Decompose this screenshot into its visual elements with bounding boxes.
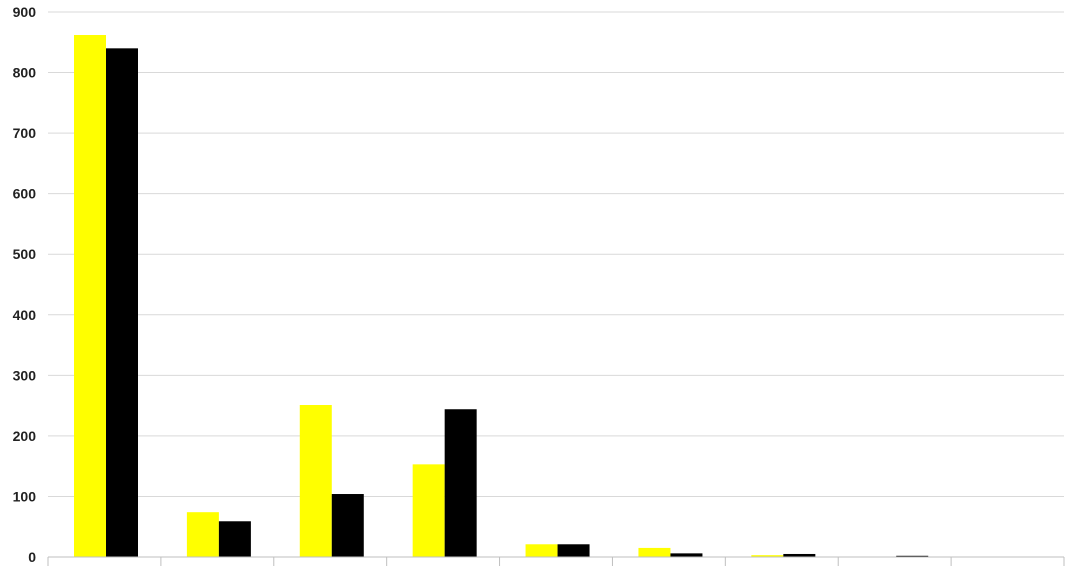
bars xyxy=(74,35,929,558)
bar-series-2-3 xyxy=(444,409,477,557)
y-axis-tick-labels: 0 100 200 300 400 500 600 700 800 900 xyxy=(13,4,37,565)
x-tick-label: Na xyxy=(773,563,791,566)
bar-series-2-0 xyxy=(106,48,138,557)
y-tick-label: 400 xyxy=(13,307,37,323)
bar-series-2-7 xyxy=(896,555,929,557)
y-tick-label: 200 xyxy=(13,428,37,444)
bar-series-1-2 xyxy=(299,405,332,557)
x-tick-label: Ida xyxy=(320,563,340,566)
y-tick-label: 300 xyxy=(13,367,37,383)
bar-series-2-2 xyxy=(331,494,364,557)
y-tick-label: 800 xyxy=(13,65,37,81)
bar-series-2-1 xyxy=(218,521,251,557)
bar-series-1-3 xyxy=(412,464,445,557)
y-tick-label: 0 xyxy=(28,549,36,565)
x-tick-label: Ana xyxy=(204,563,231,566)
bar-series-1-0 xyxy=(74,35,106,558)
y-tick-label: 700 xyxy=(13,125,37,141)
bar-series-1-6 xyxy=(751,555,784,557)
gridlines xyxy=(48,11,1064,558)
bar-series-1-4 xyxy=(525,544,558,557)
x-tick-label: Anil/Ma xyxy=(80,563,130,566)
x-tick-label: Sa xyxy=(660,563,677,566)
bar-series-1-1 xyxy=(186,512,219,557)
y-tick-label: 100 xyxy=(13,488,37,504)
y-tick-label: 500 xyxy=(13,246,37,262)
bar-series-1-5 xyxy=(638,547,671,557)
y-tick-label: 600 xyxy=(13,186,37,202)
bar-series-2-5 xyxy=(670,553,703,557)
x-tick-label: Da xyxy=(886,563,904,566)
x-tick-label: Sa xyxy=(547,563,564,566)
x-tick-label: Ar xyxy=(435,563,451,566)
x-axis: Anil/Ma Ana Ida Ar Sa Sa Na Da P5EN xyxy=(47,556,1065,566)
bar-series-2-4 xyxy=(557,544,590,557)
bar-series-2-6 xyxy=(783,553,816,557)
x-tick-label: P5EN xyxy=(989,563,1026,566)
y-tick-label: 900 xyxy=(13,4,37,20)
